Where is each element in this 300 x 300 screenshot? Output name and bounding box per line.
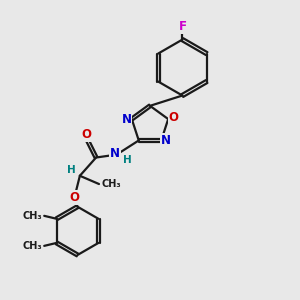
Text: N: N	[110, 147, 120, 160]
Text: H: H	[67, 166, 76, 176]
Text: N: N	[161, 134, 171, 147]
Text: O: O	[70, 191, 80, 204]
Text: O: O	[169, 111, 178, 124]
Text: CH₃: CH₃	[23, 241, 43, 251]
Text: CH₃: CH₃	[23, 211, 43, 221]
Text: F: F	[178, 20, 186, 33]
Text: N: N	[122, 112, 131, 126]
Text: O: O	[82, 128, 92, 141]
Text: CH₃: CH₃	[101, 179, 121, 189]
Text: H: H	[123, 155, 131, 165]
